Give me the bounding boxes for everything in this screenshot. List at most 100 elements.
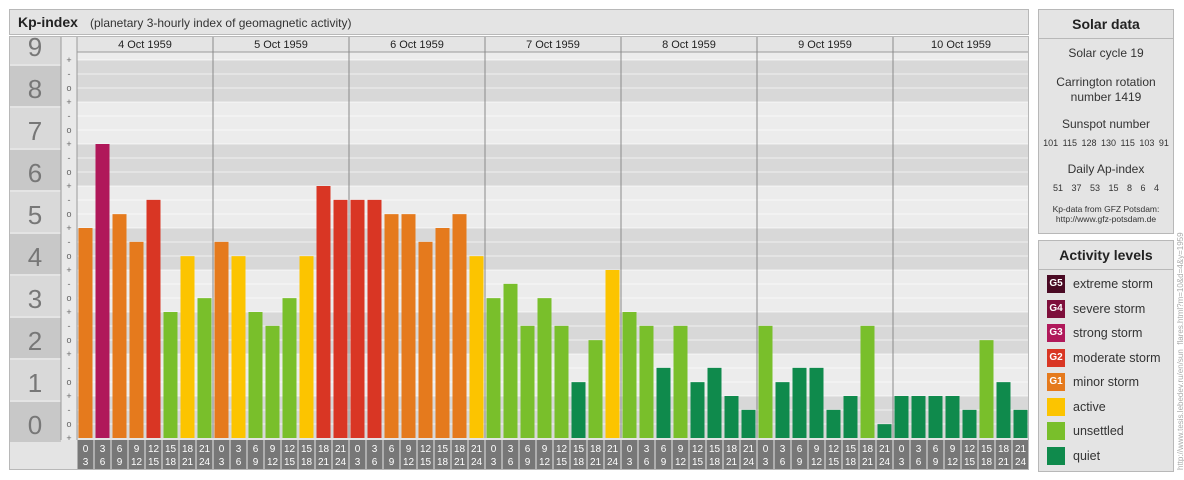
interval-end-label: 3 xyxy=(219,457,225,468)
interval-end-label: 6 xyxy=(508,457,514,468)
interval-start-label: 21 xyxy=(471,444,483,455)
interval-cell xyxy=(689,440,706,470)
interval-start-label: 3 xyxy=(100,444,106,455)
interval-cell xyxy=(128,440,145,470)
kp-bar xyxy=(214,241,229,438)
interval-cell xyxy=(757,440,774,470)
interval-cell xyxy=(774,440,791,470)
kp-bar xyxy=(622,312,637,438)
interval-end-label: 15 xyxy=(148,457,160,468)
source-line1: Kp-data from GFZ Potsdam: xyxy=(1052,204,1160,214)
activity-levels-panel: Activity levels G5 extreme storm G4 severe … xyxy=(1038,240,1174,472)
interval-start-label: 12 xyxy=(556,444,568,455)
day-label: 9 Oct 1959 xyxy=(798,39,852,51)
kp-bar xyxy=(248,312,263,438)
interval-end-label: 21 xyxy=(182,457,194,468)
interval-end-label: 18 xyxy=(981,457,993,468)
minor-tick-glyph: o xyxy=(66,335,71,345)
kp-bar xyxy=(129,241,144,438)
interval-start-label: 15 xyxy=(165,444,177,455)
interval-cell xyxy=(383,440,400,470)
minor-tick-glyph: + xyxy=(66,97,71,107)
minor-tick-glyph: o xyxy=(66,419,71,429)
kp-bar xyxy=(469,256,484,438)
interval-cell xyxy=(196,440,213,470)
interval-end-label: 6 xyxy=(100,457,106,468)
y-tick-label: 4 xyxy=(28,242,42,272)
interval-start-label: 6 xyxy=(661,444,667,455)
interval-cell xyxy=(247,440,264,470)
interval-start-label: 18 xyxy=(182,444,194,455)
interval-end-label: 3 xyxy=(355,457,361,468)
y-tick-label: 6 xyxy=(28,158,42,188)
y-label-band xyxy=(9,276,61,316)
interval-start-label: 3 xyxy=(508,444,514,455)
interval-cell xyxy=(145,440,162,470)
kp-bar xyxy=(605,270,620,438)
interval-start-label: 21 xyxy=(879,444,891,455)
interval-end-label: 9 xyxy=(525,457,531,468)
interval-start-label: 12 xyxy=(964,444,976,455)
kp-bar xyxy=(78,228,93,438)
interval-end-label: 3 xyxy=(763,457,769,468)
interval-cell xyxy=(77,440,94,470)
y-tick-label: 5 xyxy=(28,200,42,230)
interval-cell xyxy=(281,440,298,470)
interval-start-label: 18 xyxy=(862,444,874,455)
interval-start-label: 9 xyxy=(814,444,820,455)
grid-band xyxy=(77,102,1029,144)
y-tick-label: 1 xyxy=(28,368,42,398)
interval-cell xyxy=(400,440,417,470)
interval-end-label: 12 xyxy=(811,457,823,468)
interval-end-label: 24 xyxy=(743,457,755,468)
kp-bar xyxy=(639,325,654,438)
minor-tick-glyph: - xyxy=(68,195,71,205)
interval-end-label: 24 xyxy=(879,457,891,468)
interval-start-label: 12 xyxy=(828,444,840,455)
kp-bar xyxy=(962,409,977,438)
minor-tick-glyph: + xyxy=(66,139,71,149)
interval-start-label: 18 xyxy=(726,444,738,455)
interval-end-label: 21 xyxy=(726,457,738,468)
interval-start-label: 0 xyxy=(627,444,633,455)
interval-start-label: 18 xyxy=(318,444,330,455)
interval-cell xyxy=(978,440,995,470)
interval-end-label: 18 xyxy=(437,457,449,468)
y-tick-label: 0 xyxy=(28,410,42,440)
level-label: active xyxy=(1073,399,1106,414)
interval-cell xyxy=(451,440,468,470)
interval-start-label: 18 xyxy=(590,444,602,455)
minor-tick-glyph: + xyxy=(66,181,71,191)
source-link[interactable]: http://www.gfz-potsdam.de xyxy=(1055,214,1157,224)
interval-start-label: 12 xyxy=(284,444,296,455)
interval-end-label: 24 xyxy=(1015,457,1027,468)
interval-end-label: 15 xyxy=(420,457,432,468)
kp-bar xyxy=(860,325,875,438)
activity-levels-title: Activity levels xyxy=(1039,241,1173,270)
kp-bar xyxy=(826,409,841,438)
kp-bar xyxy=(758,325,773,438)
kp-bar xyxy=(520,325,535,438)
kp-bar xyxy=(112,214,127,438)
interval-start-label: 15 xyxy=(981,444,993,455)
kp-bar xyxy=(656,367,671,438)
interval-start-label: 9 xyxy=(542,444,548,455)
chart-title: Kp-index xyxy=(18,14,78,30)
grid-band xyxy=(77,60,1029,102)
interval-start-label: 15 xyxy=(573,444,585,455)
interval-cell xyxy=(485,440,502,470)
kp-bar xyxy=(690,382,705,438)
interval-cell xyxy=(638,440,655,470)
interval-cell xyxy=(179,440,196,470)
interval-start-label: 3 xyxy=(916,444,922,455)
interval-end-label: 24 xyxy=(471,457,483,468)
interval-end-label: 3 xyxy=(491,457,497,468)
kp-bar xyxy=(163,312,178,438)
level-swatch: G2 xyxy=(1047,348,1065,367)
interval-start-label: 15 xyxy=(845,444,857,455)
day-label: 4 Oct 1959 xyxy=(118,39,172,51)
kp-bar xyxy=(554,325,569,438)
interval-start-label: 9 xyxy=(406,444,412,455)
interval-start-label: 12 xyxy=(420,444,432,455)
kp-bar xyxy=(996,382,1011,438)
